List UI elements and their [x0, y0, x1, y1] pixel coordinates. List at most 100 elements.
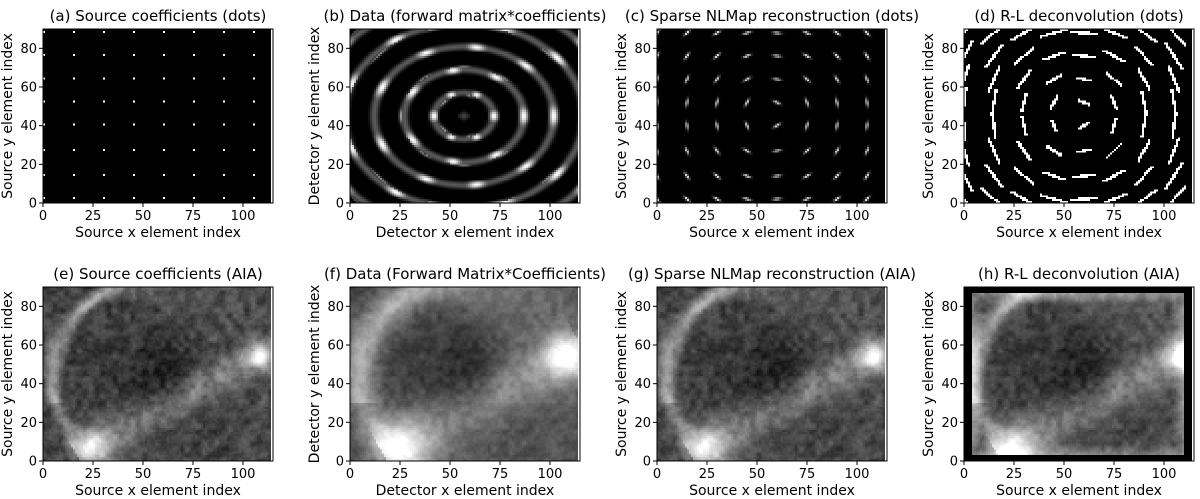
axes-frame — [349, 286, 581, 462]
x-tick-label: 100 — [1152, 467, 1177, 482]
panel-title: (g) Sparse NLMap reconstruction (AIA) — [628, 265, 916, 283]
y-tick-label: 80 — [327, 42, 344, 57]
y-axis-label: Source y element index — [0, 33, 16, 199]
x-tick-label: 0 — [346, 209, 354, 224]
y-tick-label: 20 — [327, 158, 344, 173]
panel-title: (b) Data (forward matrix*coefficients) — [324, 7, 607, 25]
x-tick-label: 100 — [231, 467, 256, 482]
y-tick-label: 20 — [20, 158, 37, 173]
x-tick-label: 25 — [85, 209, 102, 224]
x-axis-label: Detector x element index — [376, 483, 555, 499]
axes-frame — [349, 28, 581, 204]
x-tick-label: 50 — [135, 209, 152, 224]
panel-b: (b) Data (forward matrix*coefficients) 0 2… — [307, 7, 606, 241]
panel-a: (a) Source coefficients (dots) 0 25 50 75 100… — [0, 7, 274, 241]
y-axis-label: Source y element index — [921, 33, 937, 199]
x-tick-label: 0 — [960, 209, 968, 224]
y-tick-label: 80 — [634, 300, 651, 315]
x-tick-label: 25 — [699, 467, 716, 482]
x-tick-label: 50 — [135, 467, 152, 482]
y-tick-label: 60 — [941, 339, 958, 354]
y-axis-label: Source y element index — [614, 33, 630, 199]
x-tick-label: 0 — [346, 467, 354, 482]
y-tick-label: 20 — [941, 416, 958, 431]
panel-title: (a) Source coefficients (dots) — [50, 7, 267, 25]
y-tick-label: 80 — [327, 300, 344, 315]
x-tick-label: 75 — [1106, 467, 1123, 482]
axes-frame — [963, 28, 1195, 204]
x-tick-label: 100 — [231, 209, 256, 224]
y-axis-label: Detector y element index — [307, 285, 323, 464]
x-axis-label: Source x element index — [689, 225, 855, 241]
y-tick-label: 0 — [643, 455, 651, 470]
y-tick-label: 80 — [941, 300, 958, 315]
x-axis-label: Source x element index — [996, 225, 1162, 241]
x-tick-label: 75 — [185, 209, 202, 224]
y-tick-label: 0 — [950, 197, 958, 212]
panel-f: (f) Data (Forward Matrix*Coefficients) 0 2… — [307, 265, 606, 499]
x-tick-label: 0 — [39, 467, 47, 482]
x-tick-label: 50 — [1056, 209, 1073, 224]
x-tick-label: 50 — [442, 209, 459, 224]
y-tick-label: 20 — [634, 416, 651, 431]
heatmap-image — [964, 29, 1192, 203]
y-tick-label: 60 — [20, 81, 37, 96]
x-tick-label: 50 — [749, 209, 766, 224]
y-tick-label: 60 — [634, 81, 651, 96]
panel-c: (c) Sparse NLMap reconstruction (dots) 0 2… — [614, 7, 919, 241]
x-tick-label: 75 — [492, 209, 509, 224]
heatmap-image — [964, 287, 1192, 461]
y-tick-label: 20 — [20, 416, 37, 431]
heatmap-image — [43, 29, 271, 203]
x-tick-label: 25 — [1006, 209, 1023, 224]
x-tick-label: 25 — [699, 209, 716, 224]
panel-title: (f) Data (Forward Matrix*Coefficients) — [324, 265, 606, 283]
y-tick-label: 0 — [29, 197, 37, 212]
panel-d: (d) R-L deconvolution (dots) 0 25 50 75 100 0 2… — [921, 7, 1195, 241]
panel-title: (c) Sparse NLMap reconstruction (dots) — [625, 7, 919, 25]
y-tick-label: 40 — [327, 119, 344, 134]
y-tick-label: 0 — [29, 455, 37, 470]
x-tick-label: 75 — [185, 467, 202, 482]
y-tick-label: 0 — [643, 197, 651, 212]
x-axis-label: Detector x element index — [376, 225, 555, 241]
x-tick-label: 50 — [749, 467, 766, 482]
x-tick-label: 0 — [39, 209, 47, 224]
x-tick-label: 100 — [845, 467, 870, 482]
y-tick-label: 60 — [327, 339, 344, 354]
x-axis-label: Source x element index — [75, 483, 241, 499]
panel-title: (e) Source coefficients (AIA) — [53, 265, 262, 283]
x-tick-label: 100 — [845, 209, 870, 224]
x-tick-label: 25 — [392, 209, 409, 224]
x-tick-label: 75 — [799, 209, 816, 224]
y-tick-label: 60 — [327, 81, 344, 96]
y-tick-label: 40 — [20, 377, 37, 392]
axes-frame — [42, 28, 274, 204]
x-axis-label: Source x element index — [996, 483, 1162, 499]
panel-title: (h) R-L deconvolution (AIA) — [978, 265, 1180, 283]
x-tick-label: 0 — [960, 467, 968, 482]
x-tick-label: 25 — [85, 467, 102, 482]
y-tick-label: 40 — [941, 119, 958, 134]
x-tick-label: 0 — [653, 209, 661, 224]
axes-frame — [656, 286, 888, 462]
y-tick-label: 40 — [634, 119, 651, 134]
y-tick-label: 0 — [336, 455, 344, 470]
y-tick-label: 20 — [941, 158, 958, 173]
x-tick-label: 0 — [653, 467, 661, 482]
y-tick-label: 60 — [20, 339, 37, 354]
axes-frame — [42, 286, 274, 462]
y-tick-label: 60 — [941, 81, 958, 96]
heatmap-image — [350, 29, 578, 203]
x-tick-label: 25 — [392, 467, 409, 482]
y-tick-label: 20 — [327, 416, 344, 431]
heatmap-image — [43, 287, 271, 461]
y-tick-label: 40 — [20, 119, 37, 134]
panel-g: (g) Sparse NLMap reconstruction (AIA) 0 25… — [614, 265, 916, 499]
y-tick-label: 40 — [634, 377, 651, 392]
y-tick-label: 0 — [950, 455, 958, 470]
y-tick-label: 80 — [941, 42, 958, 57]
x-axis-label: Source x element index — [689, 483, 855, 499]
x-tick-label: 100 — [1152, 209, 1177, 224]
